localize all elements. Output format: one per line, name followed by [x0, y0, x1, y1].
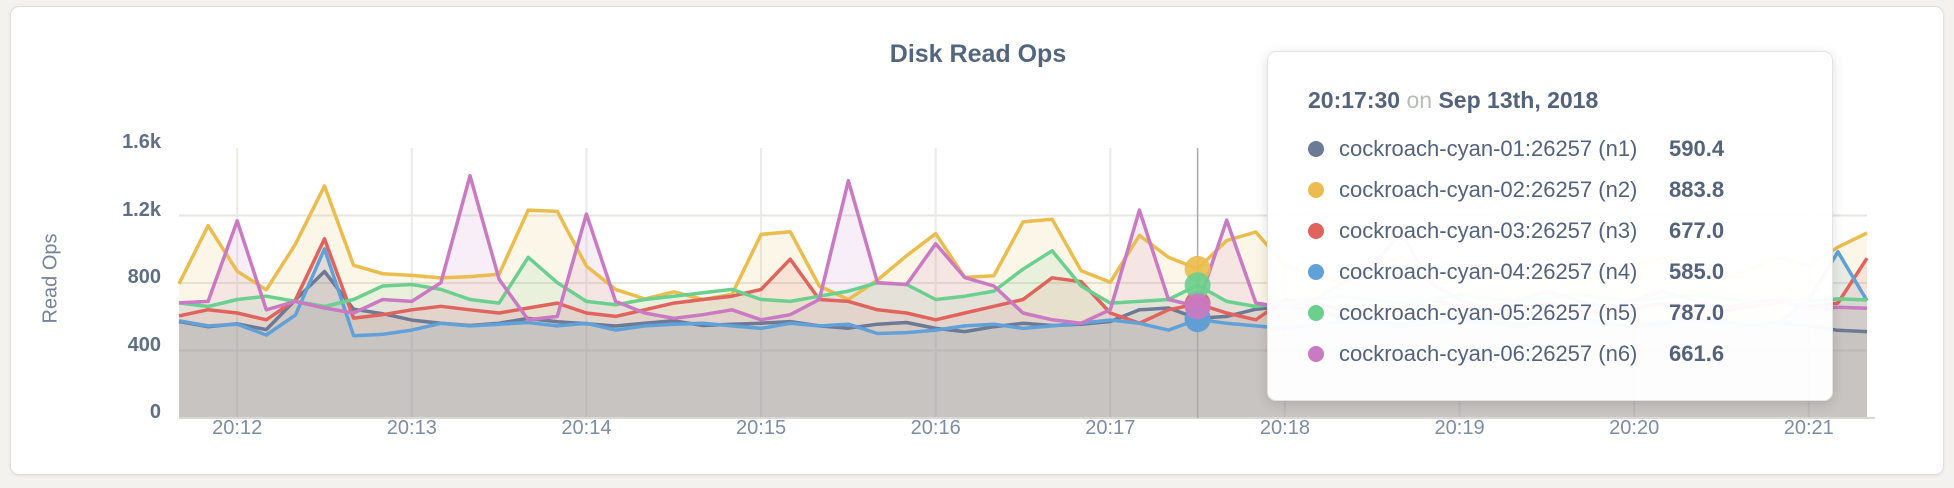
- tooltip-series-value: 677.0: [1669, 217, 1725, 243]
- chart-title: Disk Read Ops: [889, 40, 1067, 68]
- series-color-dot-icon: [1308, 222, 1324, 239]
- tooltip-series-list: cockroach-cyan-01:26257 (n1) 590.4 cockroa…: [1308, 128, 1802, 374]
- tooltip-header: 20:17:30 on Sep 13th, 2018: [1308, 86, 1802, 114]
- tooltip-series-label: cockroach-cyan-06:26257 (n6): [1339, 340, 1638, 366]
- hover-tooltip: 20:17:30 on Sep 13th, 2018 cockroach-cya…: [1267, 51, 1833, 401]
- x-tick-label: 20:20: [1609, 417, 1660, 439]
- x-tick-label: 20:19: [1434, 417, 1485, 439]
- y-tick-label: 1.6k: [122, 131, 161, 153]
- x-tick-label: 20:16: [910, 417, 961, 439]
- tooltip-series-label: cockroach-cyan-05:26257 (n5): [1339, 299, 1638, 325]
- x-tick-label: 20:15: [736, 417, 787, 439]
- series-color-dot-icon: [1308, 304, 1324, 321]
- tooltip-series-row: cockroach-cyan-06:26257 (n6) 661.6: [1308, 333, 1802, 374]
- tooltip-series-row: cockroach-cyan-04:26257 (n4) 585.0: [1308, 251, 1802, 292]
- tooltip-series-label: cockroach-cyan-02:26257 (n2): [1339, 176, 1638, 202]
- y-tick-label: 400: [127, 333, 161, 356]
- x-tick-label: 20:17: [1085, 417, 1136, 439]
- tooltip-series-value: 883.8: [1669, 176, 1725, 202]
- tooltip-series-label: cockroach-cyan-03:26257 (n3): [1339, 217, 1638, 243]
- tooltip-series-value: 787.0: [1669, 299, 1725, 325]
- tooltip-series-row: cockroach-cyan-02:26257 (n2) 883.8: [1308, 169, 1802, 210]
- tooltip-series-value: 585.0: [1669, 258, 1725, 284]
- y-tick-label: 0: [149, 401, 161, 423]
- series-color-dot-icon: [1308, 140, 1324, 157]
- tooltip-series-label: cockroach-cyan-01:26257 (n1): [1339, 135, 1638, 161]
- series-color-dot-icon: [1308, 345, 1324, 362]
- x-tick-label: 20:13: [386, 417, 437, 439]
- tooltip-series-row: cockroach-cyan-03:26257 (n3) 677.0: [1308, 210, 1802, 251]
- tooltip-preposition: on: [1406, 87, 1433, 113]
- y-tick-label: 1.2k: [122, 198, 161, 221]
- x-tick-label: 20:12: [212, 417, 263, 439]
- tooltip-series-row: cockroach-cyan-01:26257 (n1) 590.4: [1308, 128, 1802, 169]
- x-tick-label: 20:14: [561, 417, 612, 439]
- y-tick-label: 800: [127, 266, 161, 288]
- hover-point-marker: [1184, 293, 1211, 320]
- x-tick-label: 20:18: [1259, 417, 1310, 439]
- hover-point-marker: [1184, 272, 1211, 299]
- x-tick-label: 20:21: [1783, 417, 1834, 439]
- series-color-dot-icon: [1308, 181, 1324, 198]
- tooltip-date: Sep 13th, 2018: [1438, 87, 1599, 113]
- chart-card: Disk Read Ops Read Ops 0 400 800 1.2k 1.6k 2…: [10, 6, 1944, 475]
- tooltip-series-value: 661.6: [1669, 340, 1725, 366]
- tooltip-series-value: 590.4: [1669, 135, 1725, 161]
- tooltip-series-label: cockroach-cyan-04:26257 (n4): [1339, 258, 1638, 284]
- tooltip-series-row: cockroach-cyan-05:26257 (n5) 787.0: [1308, 292, 1802, 333]
- tooltip-time: 20:17:30: [1308, 87, 1401, 113]
- series-color-dot-icon: [1308, 263, 1324, 280]
